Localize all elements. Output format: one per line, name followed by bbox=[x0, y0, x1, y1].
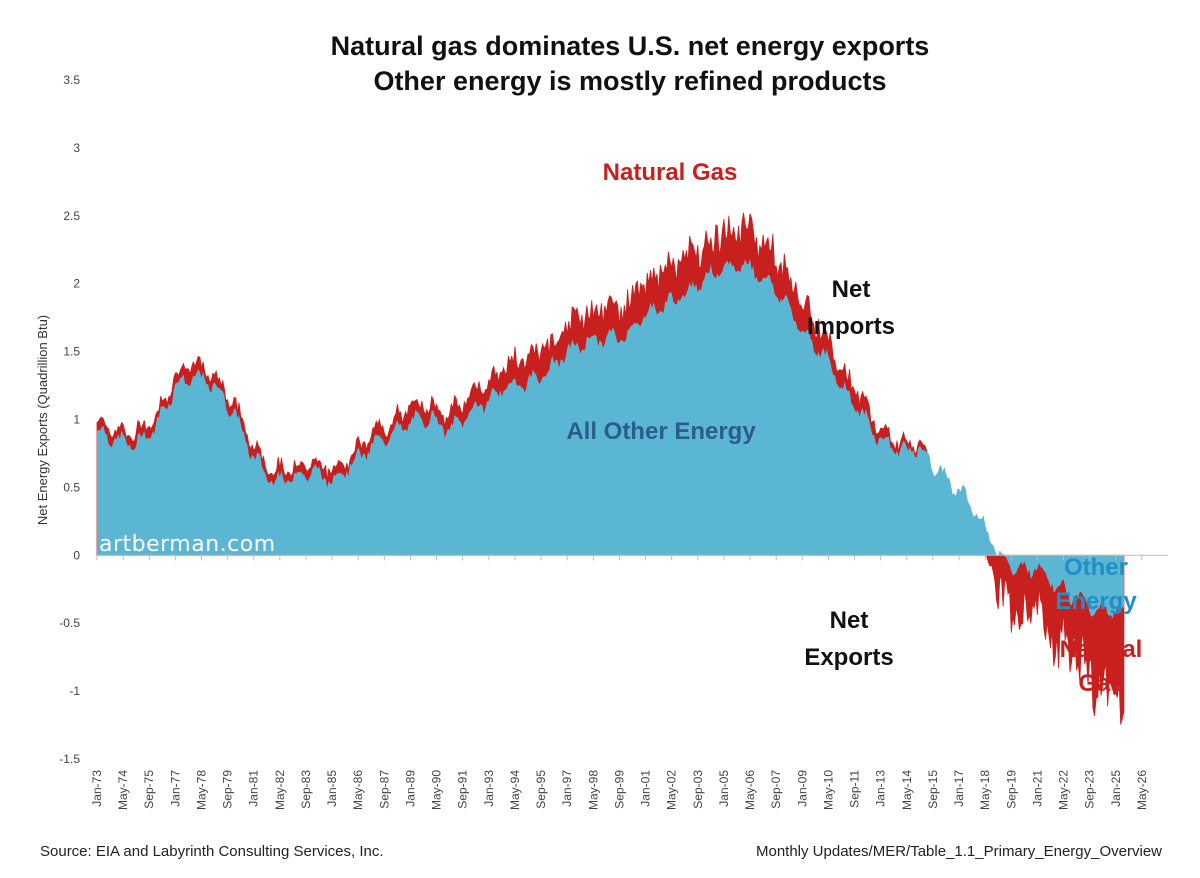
chart-title-line-1: Natural gas dominates U.S. net energy ex… bbox=[331, 31, 930, 61]
x-tick-label: May-98 bbox=[586, 770, 600, 810]
x-tick-label: May-94 bbox=[508, 770, 522, 810]
footer-reference: Monthly Updates/MER/Table_1.1_Primary_En… bbox=[756, 843, 1162, 860]
y-tick-label: -0.5 bbox=[59, 616, 80, 630]
x-tick-label: May-82 bbox=[273, 770, 287, 810]
watermark: artberman.com bbox=[99, 532, 276, 557]
y-tick-label: -1.5 bbox=[59, 752, 80, 766]
y-tick-label: 1 bbox=[73, 413, 80, 427]
series-all-other-energy-area bbox=[97, 258, 1124, 619]
y-tick-label: -1 bbox=[69, 684, 80, 698]
x-tick-label: Jan-93 bbox=[482, 770, 496, 807]
annotation-other-energy-line-1: Other bbox=[1064, 554, 1128, 581]
x-tick-label: Sep-07 bbox=[769, 770, 783, 809]
x-tick-label: May-22 bbox=[1057, 770, 1071, 810]
x-axis-ticks: Jan-73 May-74 Sep-75 Jan-77 May-78 Sep-79 Jan-… bbox=[90, 555, 1149, 810]
y-axis-label: Net Energy Exports (Quadrillion Btu) bbox=[35, 315, 50, 525]
y-tick-label: 1.5 bbox=[63, 345, 80, 359]
x-tick-label: Sep-91 bbox=[456, 770, 470, 809]
x-tick-label: May-86 bbox=[351, 770, 365, 810]
x-tick-label: Sep-23 bbox=[1083, 770, 1097, 809]
annotation-net-exports-line-2: Exports bbox=[804, 644, 893, 671]
x-tick-label: Sep-95 bbox=[534, 770, 548, 809]
x-tick-label: Sep-11 bbox=[848, 770, 862, 808]
annotation-natural-gas-right-line-2: Gas bbox=[1078, 670, 1123, 697]
x-tick-label: Jan-21 bbox=[1030, 770, 1044, 807]
x-tick-label: Jan-73 bbox=[90, 770, 104, 807]
y-tick-label: 0 bbox=[73, 548, 80, 562]
x-tick-label: Sep-99 bbox=[612, 770, 626, 809]
x-tick-label: Jan-17 bbox=[952, 770, 966, 807]
annotation-net-imports-line-1: Net bbox=[832, 276, 871, 303]
x-tick-label: Jan-85 bbox=[325, 770, 339, 807]
x-tick-label: Jan-77 bbox=[168, 770, 182, 807]
x-tick-label: Jan-89 bbox=[403, 770, 417, 807]
x-tick-label: Sep-75 bbox=[142, 770, 156, 809]
y-tick-label: 2.5 bbox=[63, 209, 80, 223]
annotation-all-other-energy: All Other Energy bbox=[566, 418, 756, 445]
y-tick-label: 3 bbox=[73, 141, 80, 155]
x-tick-label: May-02 bbox=[665, 770, 679, 810]
x-tick-label: May-90 bbox=[430, 770, 444, 810]
x-tick-label: Sep-19 bbox=[1004, 770, 1018, 809]
x-tick-label: Jan-01 bbox=[639, 770, 653, 807]
x-tick-label: Sep-15 bbox=[926, 770, 940, 809]
y-tick-label: 2 bbox=[73, 277, 80, 291]
x-tick-label: May-10 bbox=[821, 770, 835, 810]
x-tick-label: Sep-83 bbox=[299, 770, 313, 809]
x-tick-label: May-06 bbox=[743, 770, 757, 810]
x-tick-label: Sep-79 bbox=[221, 770, 235, 809]
x-tick-label: May-18 bbox=[978, 770, 992, 810]
annotation-net-exports-line-1: Net bbox=[830, 607, 869, 634]
x-tick-label: May-78 bbox=[194, 770, 208, 810]
y-tick-label: 0.5 bbox=[63, 480, 80, 494]
x-tick-label: Jan-09 bbox=[795, 770, 809, 807]
annotation-natural-gas-right-line-1: Natural bbox=[1060, 636, 1143, 663]
annotation-other-energy-line-2: Energy bbox=[1055, 588, 1137, 615]
y-axis-ticks: 3.5 3 2.5 2 1.5 1 0.5 0 -0.5 -1 -1.5 bbox=[59, 73, 80, 766]
annotation-net-imports-line-2: Imports bbox=[807, 313, 895, 340]
chart-title: Natural gas dominates U.S. net energy ex… bbox=[331, 31, 930, 96]
chart-annotations: Natural Gas Net Imports All Other Energy… bbox=[566, 159, 1142, 697]
y-tick-label: 3.5 bbox=[63, 73, 80, 87]
plot-area bbox=[96, 212, 1125, 725]
footer-source: Source: EIA and Labyrinth Consulting Ser… bbox=[40, 843, 384, 860]
x-tick-label: Sep-87 bbox=[377, 770, 391, 809]
x-tick-label: May-26 bbox=[1135, 770, 1149, 810]
x-tick-label: May-14 bbox=[900, 770, 914, 810]
x-tick-label: Jan-13 bbox=[874, 770, 888, 807]
x-tick-label: Jan-81 bbox=[247, 770, 261, 807]
x-tick-label: Jan-97 bbox=[560, 770, 574, 807]
x-tick-label: May-74 bbox=[116, 770, 130, 810]
chart-title-line-2: Other energy is mostly refined products bbox=[373, 66, 886, 96]
annotation-natural-gas-top: Natural Gas bbox=[603, 159, 738, 186]
x-tick-label: Sep-03 bbox=[691, 770, 705, 809]
x-tick-label: Jan-05 bbox=[717, 770, 731, 807]
x-tick-label: Jan-25 bbox=[1109, 770, 1123, 807]
